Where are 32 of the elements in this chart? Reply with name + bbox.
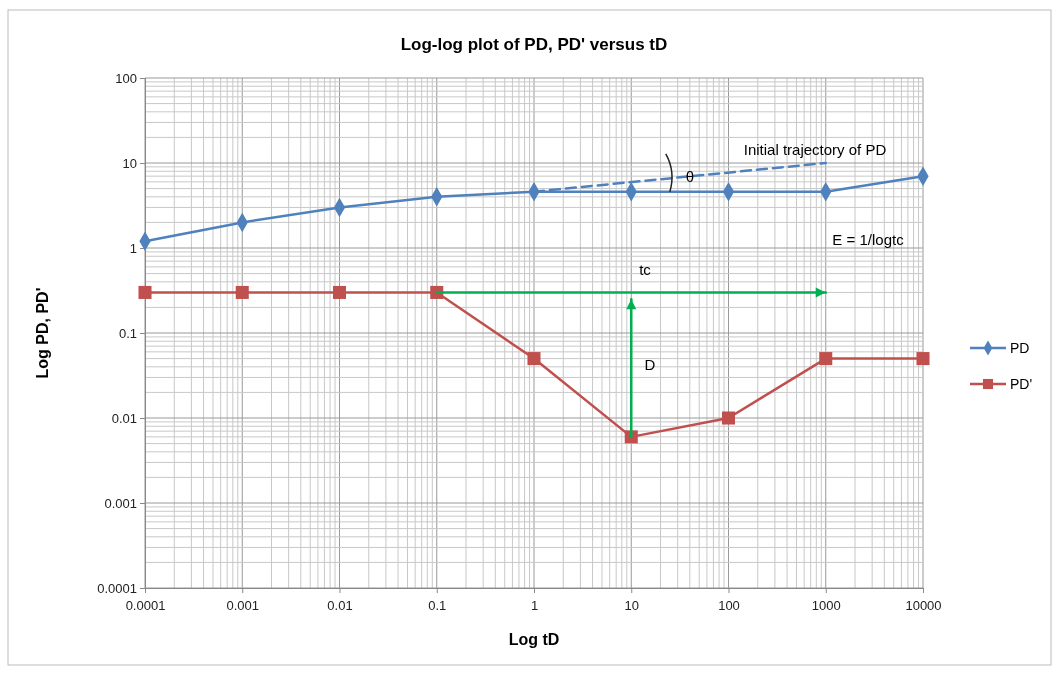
- y-tick-label: 100: [115, 70, 137, 86]
- point: [138, 285, 152, 299]
- chart-title: Log-log plot of PD, PD' versus tD: [400, 35, 668, 54]
- annotation: tc: [639, 261, 652, 278]
- annotation: E = 1/logtc: [832, 231, 905, 248]
- point: [332, 285, 347, 299]
- x-tick-label: 10: [624, 598, 639, 614]
- x-tick-label: 10000: [905, 598, 942, 614]
- y-tick-label: 10: [122, 155, 137, 171]
- x-tick-label: 1: [530, 598, 539, 614]
- x-tick-label: 0.001: [226, 598, 260, 614]
- point: [721, 411, 736, 425]
- y-tick-label: 0.01: [111, 410, 137, 426]
- point: [819, 352, 833, 366]
- point: [527, 352, 541, 366]
- y-axis-title: Log PD, PD': [34, 287, 51, 379]
- legend-label: PD': [1010, 375, 1033, 392]
- x-tick-label: 100: [718, 598, 740, 614]
- point: [916, 352, 930, 366]
- x-tick-label: 1000: [811, 598, 841, 614]
- y-tick-label: 0.1: [118, 325, 137, 341]
- y-tick-label: 1: [129, 240, 137, 256]
- annotation: θ: [685, 167, 694, 185]
- annotation: Initial trajectory of PD: [743, 141, 887, 158]
- x-tick-label: 0.1: [428, 598, 447, 614]
- x-axis-title: Log tD: [508, 631, 560, 648]
- annotation: D: [644, 356, 656, 373]
- point: [235, 285, 249, 299]
- y-tick-label: 0.0001: [97, 580, 137, 596]
- y-tick-label: 0.001: [104, 495, 137, 511]
- legend-label: PD: [1010, 339, 1030, 356]
- x-tick-label: 0.01: [327, 598, 353, 614]
